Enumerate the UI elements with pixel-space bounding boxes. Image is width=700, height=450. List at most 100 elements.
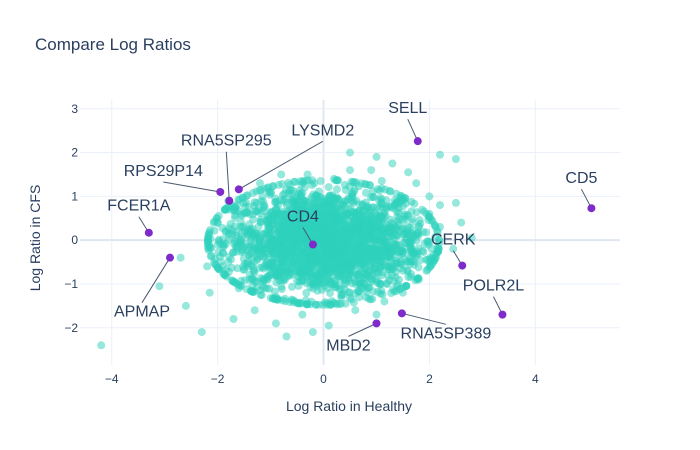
data-point — [316, 177, 325, 185]
data-point — [219, 243, 228, 251]
highlight-point — [144, 228, 153, 237]
data-point — [288, 229, 297, 238]
data-point — [234, 284, 243, 293]
data-point — [221, 204, 230, 213]
data-point — [227, 263, 236, 272]
data-point — [274, 263, 283, 272]
data-point — [229, 315, 238, 323]
data-point — [383, 251, 392, 260]
data-point — [402, 235, 411, 244]
data-point — [323, 263, 332, 272]
y-tick-label: 3 — [71, 102, 78, 116]
data-point — [248, 188, 257, 197]
data-point — [377, 177, 386, 185]
data-point — [300, 229, 309, 238]
data-point — [372, 236, 381, 245]
data-point — [225, 231, 233, 240]
data-point — [273, 208, 282, 217]
data-point — [205, 241, 214, 250]
data-point — [354, 270, 363, 279]
data-point — [273, 197, 282, 206]
data-point — [291, 220, 300, 229]
data-point — [385, 265, 394, 274]
data-point — [262, 284, 271, 293]
data-point — [337, 259, 346, 267]
data-point — [384, 272, 393, 280]
data-point — [351, 306, 360, 315]
data-point — [436, 223, 444, 231]
data-point — [360, 247, 369, 256]
data-point — [256, 185, 265, 194]
x-tick-label: 0 — [320, 372, 327, 386]
data-point — [253, 283, 262, 292]
data-point — [197, 328, 206, 337]
data-point — [354, 182, 363, 191]
annotation-label: POLR2L — [463, 278, 524, 295]
data-point — [300, 205, 309, 214]
data-point — [250, 306, 259, 315]
data-point — [361, 188, 370, 197]
data-point — [181, 301, 190, 310]
data-point — [298, 196, 307, 204]
data-point — [254, 222, 263, 231]
annotation-arrow — [238, 140, 324, 190]
data-point — [376, 214, 385, 223]
data-point — [367, 193, 376, 202]
data-point — [384, 244, 393, 253]
data-point — [243, 230, 252, 239]
data-point — [271, 319, 280, 328]
data-point — [259, 207, 268, 215]
y-axis-ticks: −2 −1 0 1 2 3 — [64, 102, 78, 335]
data-point — [361, 275, 370, 284]
highlight-point — [397, 309, 406, 318]
data-point — [423, 237, 432, 246]
data-point — [206, 252, 215, 261]
data-point — [449, 244, 458, 253]
data-point — [352, 223, 361, 232]
data-point — [311, 300, 320, 309]
highlight-point — [372, 319, 381, 328]
data-point — [338, 242, 347, 251]
data-point — [316, 237, 325, 246]
data-point — [435, 236, 444, 245]
data-point — [405, 223, 414, 232]
data-point — [419, 248, 428, 256]
data-point — [291, 267, 300, 275]
data-point — [366, 261, 374, 270]
data-point — [378, 271, 387, 280]
data-point — [176, 253, 185, 262]
data-point — [368, 295, 377, 303]
data-point — [451, 198, 460, 207]
data-point — [252, 244, 261, 253]
highlight-point — [587, 204, 596, 213]
annotation-label: APMAP — [114, 304, 170, 321]
data-point — [310, 221, 319, 230]
data-point — [349, 197, 358, 205]
data-point — [312, 191, 321, 200]
data-point — [394, 248, 403, 257]
data-point — [326, 289, 334, 298]
x-axis-ticks: −4 −2 0 2 4 — [105, 372, 539, 386]
data-point — [296, 177, 305, 186]
highlight-point — [458, 261, 467, 270]
data-point — [324, 183, 333, 192]
data-point — [337, 203, 346, 212]
annotation-arrow — [141, 257, 171, 303]
data-point — [310, 179, 319, 188]
data-point — [407, 207, 416, 216]
data-point — [353, 256, 362, 265]
data-point — [235, 195, 244, 204]
data-point — [354, 287, 363, 296]
data-point — [245, 251, 254, 259]
data-point — [237, 241, 246, 249]
data-point — [333, 185, 341, 194]
data-point — [155, 282, 164, 291]
data-point — [388, 159, 397, 168]
data-point — [97, 341, 106, 350]
annotation-label: CD4 — [287, 209, 319, 226]
annotation-arrow — [225, 151, 230, 201]
y-tick-label: 1 — [71, 189, 78, 203]
data-point — [389, 285, 397, 294]
data-point — [237, 218, 245, 227]
